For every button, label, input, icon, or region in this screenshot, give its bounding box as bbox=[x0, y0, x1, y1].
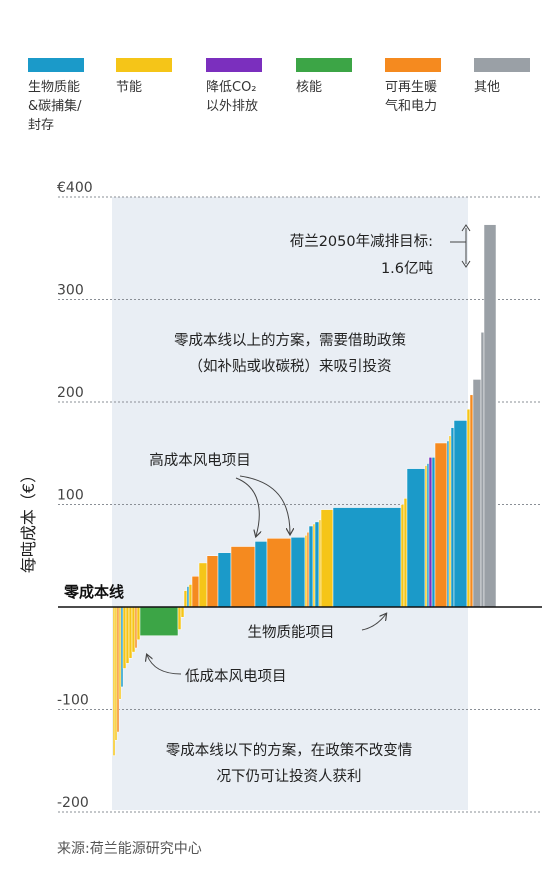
legend-swatch bbox=[385, 58, 441, 72]
bar bbox=[466, 408, 471, 608]
bar bbox=[131, 606, 136, 653]
legend-swatch bbox=[28, 58, 84, 72]
bar bbox=[428, 457, 433, 608]
zero-line-label: 零成本线 bbox=[63, 583, 124, 601]
legend-item-renewable: 可再生暖 气和电力 bbox=[385, 58, 441, 116]
low-wind-arrow bbox=[147, 655, 182, 675]
biomass-annotation: 生物质能项目 bbox=[248, 624, 335, 641]
legend-swatch bbox=[206, 58, 262, 72]
high-wind-arrow-2 bbox=[239, 475, 290, 534]
bar bbox=[116, 606, 120, 733]
bar bbox=[198, 562, 208, 608]
bar bbox=[312, 523, 316, 608]
legend-label: 节能 bbox=[116, 80, 143, 95]
bar bbox=[186, 586, 190, 608]
y-axis-label: 每吨成本（€） bbox=[19, 467, 38, 573]
bar bbox=[314, 521, 320, 608]
bar bbox=[469, 394, 474, 608]
bar bbox=[332, 507, 402, 608]
bar bbox=[128, 606, 133, 659]
legend-label: 其他 bbox=[474, 80, 501, 95]
bar bbox=[483, 224, 497, 608]
bar bbox=[434, 442, 448, 608]
bar bbox=[180, 606, 185, 618]
below-zero-annotation-line1: 零成本线以下的方案，在政策不改变情 bbox=[166, 741, 413, 759]
y-tick-label: €400 bbox=[57, 180, 93, 196]
bar bbox=[450, 427, 455, 608]
bar bbox=[114, 606, 118, 741]
bar bbox=[308, 525, 314, 608]
source-note: 来源:荷兰能源研究中心 bbox=[57, 841, 202, 857]
legend-swatch bbox=[474, 58, 530, 72]
legend-label: 降低CO₂ 以外排放 bbox=[206, 80, 259, 114]
y-tick-label: 200 bbox=[57, 385, 84, 401]
bar bbox=[120, 606, 124, 688]
legend-item-biomass-ccs: 生物质能 &碳捕集/ 封存 bbox=[28, 58, 84, 135]
bar bbox=[480, 332, 485, 608]
bar bbox=[426, 463, 430, 608]
bar bbox=[266, 538, 292, 608]
legend-item-non-co2: 降低CO₂ 以外排放 bbox=[206, 58, 262, 116]
cost-chart: €400 300 200 100 -100 -200 零成本线 每吨成本（€） 荷兰205… bbox=[19, 180, 542, 813]
legend-item-nuclear: 核能 bbox=[296, 58, 352, 97]
bar bbox=[112, 606, 116, 756]
bar bbox=[448, 435, 452, 608]
bar bbox=[406, 468, 426, 608]
bar bbox=[424, 465, 428, 608]
below-zero-annotation-line2: 况下仍可让投资人获利 bbox=[217, 768, 362, 785]
bar bbox=[306, 531, 310, 608]
bar bbox=[134, 606, 138, 649]
y-tick-label: 100 bbox=[57, 488, 84, 504]
y-tick-label: -200 bbox=[57, 795, 89, 811]
bar bbox=[431, 457, 436, 608]
bar bbox=[136, 606, 141, 641]
bar bbox=[183, 590, 188, 608]
bar bbox=[139, 606, 179, 636]
bar bbox=[403, 498, 408, 608]
bar bbox=[400, 504, 405, 608]
low-cost-wind-annotation: 低成本风电项目 bbox=[185, 668, 287, 685]
bar bbox=[446, 440, 450, 608]
legend-swatch bbox=[116, 58, 172, 72]
legend-item-energy-saving: 节能 bbox=[116, 58, 172, 97]
target-arrow-down bbox=[461, 260, 471, 268]
y-tick-label: -100 bbox=[57, 693, 89, 709]
bar bbox=[125, 606, 130, 664]
bar bbox=[453, 420, 468, 608]
legend-label: 可再生暖 气和电力 bbox=[385, 80, 438, 114]
high-cost-wind-annotation: 高成本风电项目 bbox=[149, 452, 251, 469]
bar bbox=[318, 519, 322, 608]
y-tick-label: 300 bbox=[57, 283, 84, 299]
above-zero-annotation-line1: 零成本线以上的方案，需要借助政策 bbox=[174, 331, 406, 349]
target-arrow-up bbox=[461, 224, 471, 232]
high-wind-arrow-1 bbox=[235, 477, 259, 536]
bar bbox=[188, 584, 193, 608]
bar bbox=[217, 552, 232, 608]
bar bbox=[304, 535, 308, 608]
bar bbox=[122, 606, 127, 669]
bar bbox=[206, 555, 219, 608]
biomass-arrow bbox=[361, 614, 386, 631]
legend-item-other: 其他 bbox=[474, 58, 530, 97]
bar bbox=[118, 606, 122, 700]
bar bbox=[230, 546, 256, 608]
legend-label: 生物质能 &碳捕集/ 封存 bbox=[28, 80, 82, 133]
bar bbox=[254, 541, 268, 608]
legend-swatch bbox=[296, 58, 352, 72]
target-annotation-line2: 1.6亿吨 bbox=[381, 260, 433, 277]
target-annotation-line1: 荷兰2050年减排目标: bbox=[290, 233, 433, 250]
bar bbox=[472, 379, 482, 608]
bar bbox=[290, 537, 306, 608]
bar bbox=[320, 509, 334, 608]
bar bbox=[191, 576, 200, 608]
legend-label: 核能 bbox=[296, 80, 323, 95]
bar bbox=[177, 606, 182, 630]
above-zero-annotation-line2: （如补贴或收碳税）来吸引投资 bbox=[189, 358, 392, 375]
